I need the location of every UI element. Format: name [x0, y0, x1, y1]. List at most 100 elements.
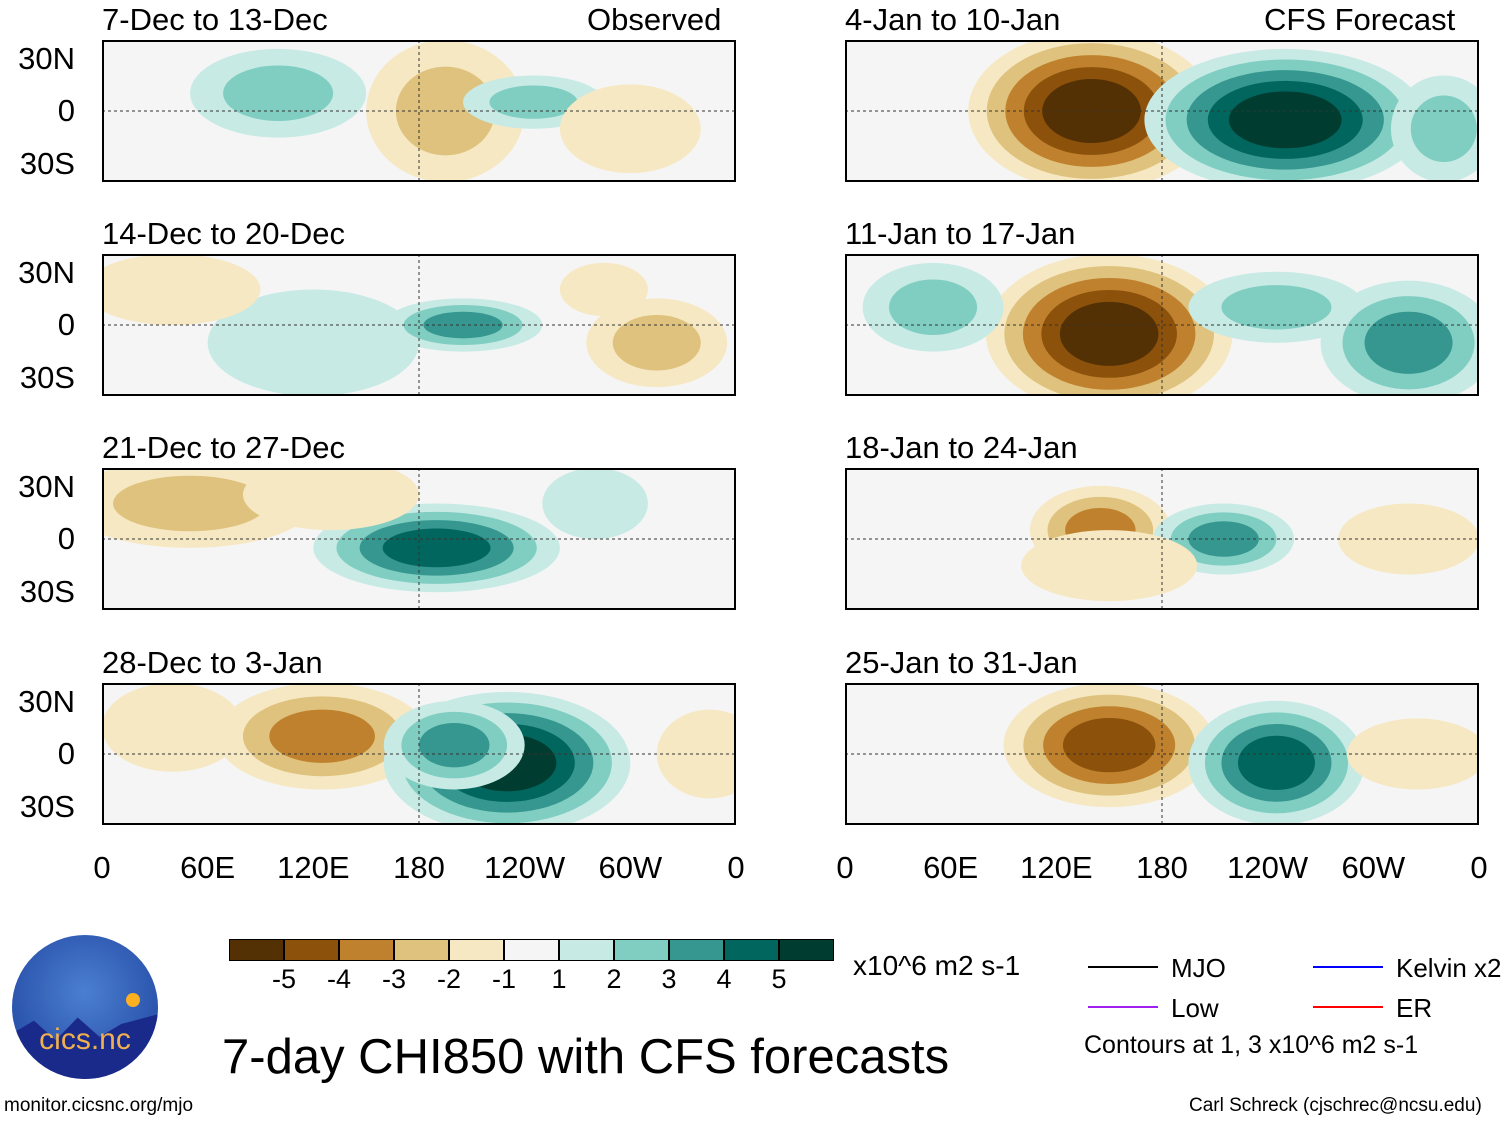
- contour-note: Contours at 1, 3 x10^6 m2 s-1: [1084, 1031, 1419, 1059]
- lon-label: 60E: [180, 850, 236, 885]
- anomaly-contour-fill: [1364, 311, 1453, 374]
- colorbar-label: -5: [271, 964, 297, 994]
- panel-title: 21-Dec to 27-Dec: [102, 430, 345, 465]
- anomaly-contour-fill: [889, 279, 978, 335]
- observed-label: Observed: [587, 2, 722, 37]
- lat-label: 30S: [19, 574, 75, 609]
- anomaly-contour-fill: [612, 315, 701, 371]
- panel-frame: [845, 40, 1479, 182]
- anomaly-contour-fill: [1410, 95, 1477, 163]
- panel-title: 28-Dec to 3-Jan: [102, 645, 323, 680]
- colorbar-swatch: [779, 939, 834, 961]
- anomaly-contour-fill: [489, 85, 578, 119]
- colorbar-swatch: [504, 939, 559, 961]
- lat-label: 0: [57, 307, 75, 342]
- anomaly-contour-fill: [1228, 91, 1342, 149]
- lat-label: 30N: [18, 41, 75, 76]
- map-panel: [102, 683, 736, 825]
- colorbar-label: -2: [436, 964, 462, 994]
- panel-frame: [102, 40, 736, 182]
- panel-title: 11-Jan to 17-Jan: [845, 216, 1076, 251]
- cics-logo: cics.nc: [12, 935, 158, 1079]
- figure-title: 7-day CHI850 with CFS forecasts: [222, 1030, 950, 1084]
- panel-frame: [102, 254, 736, 396]
- anomaly-contour-fill: [419, 722, 490, 768]
- panel-title: 18-Jan to 24-Jan: [845, 430, 1078, 465]
- lon-label: 180: [1136, 850, 1188, 885]
- anomaly-contour-fill: [113, 475, 268, 532]
- footer-author: Carl Schreck (cjschrec@ncsu.edu): [1189, 1095, 1482, 1116]
- lat-label: 0: [57, 521, 75, 556]
- lat-label: 0: [57, 736, 75, 771]
- anomaly-contour-fill: [1237, 735, 1315, 791]
- anomaly-contour-fill: [1059, 301, 1159, 366]
- colorbar-label: 3: [661, 964, 677, 994]
- lon-label: 180: [393, 850, 445, 885]
- colorbar-label: 4: [716, 964, 732, 994]
- panel-frame: [845, 468, 1479, 610]
- lon-label: 120W: [1227, 850, 1309, 885]
- anomaly-contour-fill: [223, 65, 334, 121]
- colorbar-label: -3: [381, 964, 407, 994]
- anomaly-contour-fill: [1346, 718, 1479, 790]
- anomaly-contour-fill: [1021, 530, 1198, 602]
- lat-label: 30N: [18, 684, 75, 719]
- anomaly-contour-fill: [1221, 285, 1332, 330]
- anomaly-contour-fill: [102, 683, 243, 772]
- colorbar-swatch: [229, 939, 284, 961]
- map-panel: [845, 468, 1479, 610]
- colorbar-label: 5: [771, 964, 787, 994]
- er-legend-label: ER: [1396, 993, 1433, 1023]
- panel-frame: [845, 683, 1479, 825]
- lon-label: 120E: [277, 850, 350, 885]
- lon-label: 0: [1470, 850, 1488, 885]
- low-legend-label: Low: [1171, 993, 1219, 1023]
- colorbar-swatch: [559, 939, 614, 961]
- lon-label: 60E: [923, 850, 979, 885]
- colorbar-swatch: [394, 939, 449, 961]
- anomaly-contour-fill: [102, 254, 261, 325]
- lat-label: 30N: [18, 255, 75, 290]
- anomaly-contour-fill: [542, 468, 648, 539]
- lat-label: 30N: [18, 469, 75, 504]
- colorbar-label: 2: [606, 964, 622, 994]
- panel-title: 7-Dec to 13-Dec: [102, 2, 328, 37]
- colorbar-swatch: [284, 939, 339, 961]
- map-panel: [845, 40, 1479, 182]
- er-legend-line: [1313, 1006, 1383, 1008]
- colorbar-swatch: [449, 939, 504, 961]
- colorbar-swatch: [669, 939, 724, 961]
- colorbar-swatch: [614, 939, 669, 961]
- map-panel: [845, 254, 1479, 396]
- lat-label: 0: [57, 93, 75, 128]
- lon-label: 60W: [1341, 850, 1406, 885]
- anomaly-contour-fill: [207, 289, 419, 396]
- anomaly-contour-fill: [1062, 717, 1156, 773]
- mjo-legend-label: MJO: [1171, 953, 1226, 983]
- anomaly-contour-fill: [382, 528, 491, 568]
- colorbar-swatch: [339, 939, 394, 961]
- anomaly-contour-fill: [1338, 503, 1479, 575]
- lon-label: 0: [93, 850, 111, 885]
- kelvin-legend-label: Kelvin x2: [1396, 953, 1502, 983]
- lon-label: 60W: [598, 850, 663, 885]
- lat-label: 30S: [19, 146, 75, 181]
- map-panel: [102, 254, 736, 396]
- panel-frame: [845, 254, 1479, 396]
- lon-label: 0: [727, 850, 745, 885]
- mjo-legend-line: [1088, 966, 1158, 968]
- low-legend-line: [1088, 1006, 1158, 1008]
- panel-title: 4-Jan to 10-Jan: [845, 2, 1061, 37]
- colorbar-label: -1: [491, 964, 517, 994]
- lon-label: 120E: [1020, 850, 1093, 885]
- lon-label: 0: [836, 850, 854, 885]
- anomaly-contour-fill: [269, 709, 375, 763]
- map-panel: [102, 468, 736, 610]
- footer-url: monitor.cicsnc.org/mjo: [4, 1095, 194, 1116]
- colorbar-label: 1: [551, 964, 567, 994]
- panel-frame: [102, 683, 736, 825]
- logo-text: cics.nc: [39, 1023, 131, 1056]
- lat-label: 30S: [19, 360, 75, 395]
- colorbar-label: -4: [326, 964, 352, 994]
